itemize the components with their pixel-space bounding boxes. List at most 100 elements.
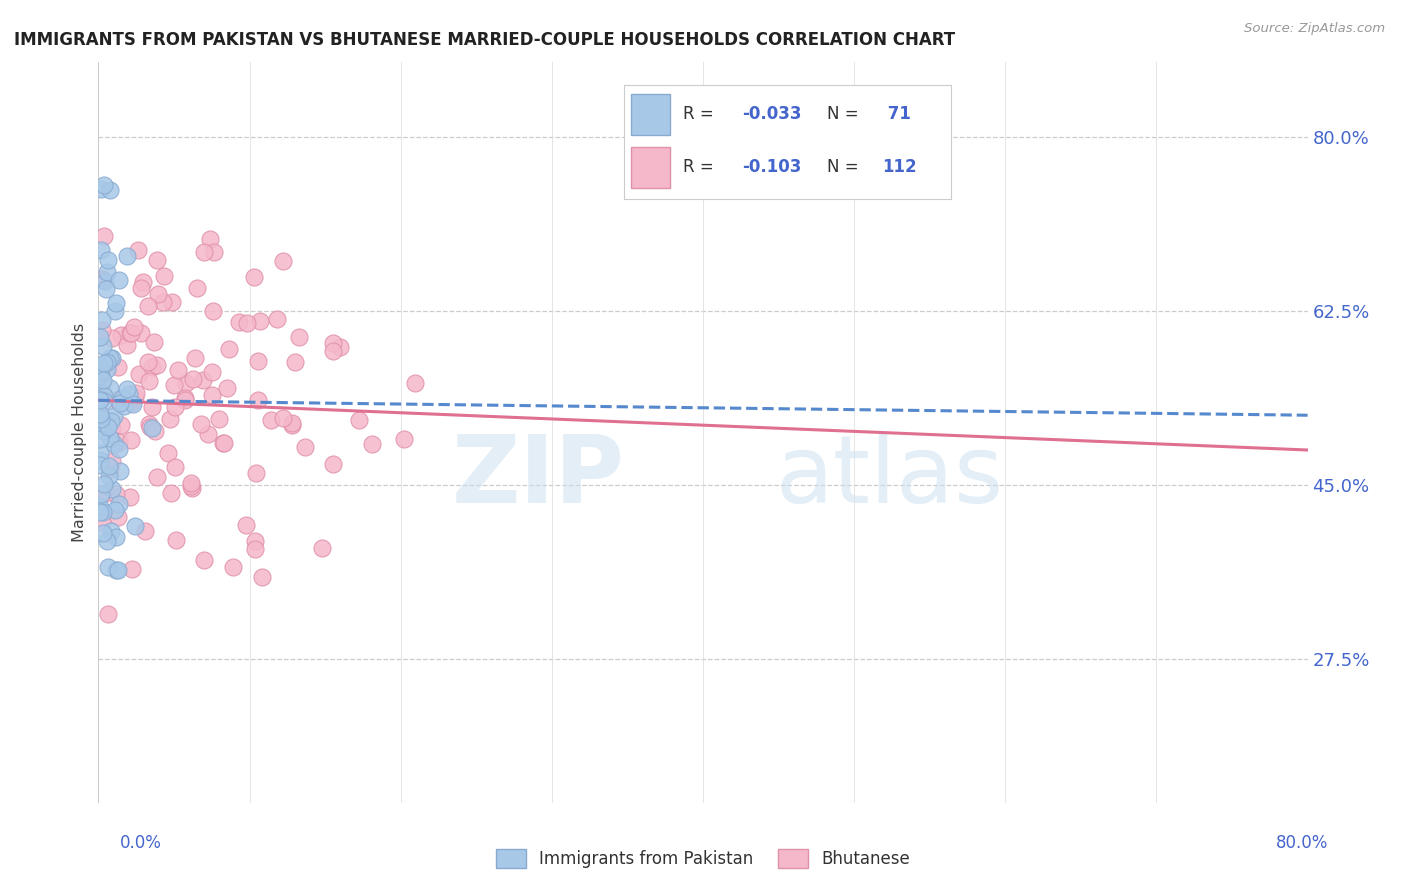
Point [146, 287, 169, 301]
Point [288, 330, 311, 344]
Point [91, 375, 114, 389]
Point [91, 373, 114, 387]
Point [110, 418, 132, 433]
Point [89, 458, 111, 472]
Point [280, 417, 302, 431]
Point [93, 228, 115, 243]
Point [166, 363, 188, 377]
Point [94, 282, 117, 296]
Point [97, 607, 120, 621]
Point [124, 390, 146, 404]
Point [98, 431, 121, 445]
Point [156, 446, 179, 460]
Point [89, 392, 111, 407]
Point [111, 391, 134, 405]
Point [90, 313, 112, 327]
Point [215, 381, 238, 395]
Point [193, 552, 215, 566]
Point [245, 542, 267, 557]
Point [243, 533, 266, 548]
Point [91, 323, 114, 337]
Point [96, 533, 118, 548]
Point [404, 376, 426, 391]
Point [190, 417, 212, 431]
Point [89, 407, 111, 421]
Legend: Immigrants from Pakistan, Bhutanese: Immigrants from Pakistan, Bhutanese [489, 842, 917, 875]
Point [93, 477, 115, 491]
Point [180, 475, 202, 490]
Point [143, 424, 166, 438]
Point [322, 457, 344, 471]
Point [89, 366, 111, 380]
Point [89, 452, 111, 467]
Point [294, 441, 316, 455]
Point [100, 524, 122, 539]
Point [136, 355, 159, 369]
Point [96, 265, 118, 279]
Point [94, 486, 117, 500]
Point [89, 446, 111, 460]
Point [108, 442, 131, 456]
Point [108, 434, 131, 449]
Point [91, 505, 114, 519]
Point [129, 281, 152, 295]
Point [235, 517, 257, 532]
Point [201, 366, 224, 380]
Text: 0.0%: 0.0% [120, 834, 162, 852]
Point [117, 338, 139, 352]
Point [201, 388, 224, 402]
Point [93, 394, 115, 409]
Point [100, 462, 122, 476]
Text: atlas: atlas [776, 431, 1004, 523]
Point [146, 253, 169, 268]
Point [221, 560, 243, 574]
Point [105, 486, 128, 500]
Point [193, 245, 215, 260]
Point [208, 411, 231, 425]
Text: ZIP: ZIP [451, 431, 624, 523]
Point [105, 563, 128, 577]
Point [197, 426, 219, 441]
Point [101, 482, 124, 496]
Point [90, 412, 112, 426]
Point [94, 274, 117, 288]
Point [89, 500, 111, 514]
Point [260, 413, 283, 427]
Point [128, 367, 150, 381]
Point [181, 481, 204, 495]
Point [143, 334, 166, 349]
Point [117, 386, 139, 401]
Point [108, 465, 131, 479]
Point [152, 294, 174, 309]
Point [105, 392, 128, 407]
Point [163, 401, 186, 415]
Point [165, 533, 187, 547]
Point [104, 530, 127, 544]
Point [228, 315, 250, 329]
Point [117, 249, 139, 263]
Point [93, 356, 115, 370]
Point [139, 420, 162, 434]
Point [121, 395, 143, 409]
Point [89, 432, 111, 446]
Point [120, 326, 142, 341]
Point [184, 351, 207, 365]
Y-axis label: Married-couple Households: Married-couple Households [72, 323, 87, 542]
Point [173, 392, 195, 407]
Point [121, 433, 143, 447]
Point [122, 397, 145, 411]
Point [103, 409, 125, 423]
Point [93, 389, 115, 403]
Point [245, 466, 267, 480]
Point [101, 351, 124, 365]
Point [191, 373, 214, 387]
Point [100, 454, 122, 468]
Point [108, 395, 131, 409]
Point [90, 243, 112, 257]
Point [141, 359, 163, 374]
Point [91, 515, 114, 529]
Point [96, 362, 118, 376]
Point [96, 355, 118, 369]
Point [121, 562, 143, 576]
Point [118, 490, 141, 504]
